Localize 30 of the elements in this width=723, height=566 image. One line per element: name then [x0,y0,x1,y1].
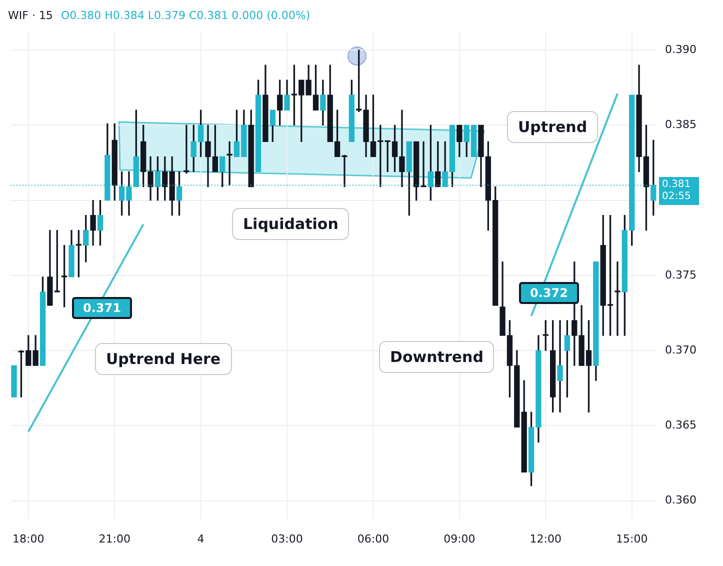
annotation: 0.371 [72,297,132,319]
candlestick [226,141,232,186]
y-tick-label: 0.385 [665,118,696,132]
x-tick-label: 21:00 [98,532,130,546]
candlestick [521,380,527,473]
y-tick-label: 0.360 [665,494,696,507]
y-tick-label: 0.365 [665,418,696,432]
candlestick [614,262,620,336]
y-tick-label: 0.370 [665,343,696,356]
candlestick [11,365,17,398]
ref-line-label: 0.381 02:55 [659,177,699,206]
candlestick [90,200,96,246]
chart-title: WIF · 15 [8,9,53,22]
y-tick-label: 0.390 [665,42,696,56]
candlestick [456,124,462,158]
y-tick-label: 0.375 [665,268,696,282]
annotation: Uptrend Here [95,343,232,375]
annotation: Liquidation [232,208,350,240]
x-tick-label: 03:00 [271,532,303,546]
chart-subtitle: O0.380 H0.384 L0.379 C0.381 0.000 (0.00%) [60,9,310,22]
annotation: Downtrend [379,341,494,373]
x-tick-label: 06:00 [357,532,390,546]
x-tick-label: 15:00 [616,532,648,546]
x-tick-label: 4 [197,532,204,546]
x-tick-label: 09:00 [444,532,476,546]
x-tick-label: 12:00 [530,532,562,546]
annotation: 0.372 [519,282,579,304]
annotation: Uptrend [507,111,598,143]
x-tick-label: 18:00 [12,532,44,546]
candlestick [262,64,268,142]
